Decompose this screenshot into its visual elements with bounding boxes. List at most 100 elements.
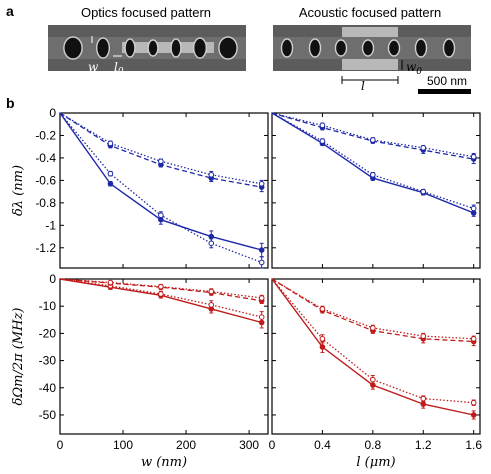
plot-frame xyxy=(271,278,481,435)
optics-pattern-title: Optics focused pattern xyxy=(81,5,211,20)
data-point xyxy=(420,145,427,151)
series-1 xyxy=(271,112,477,213)
sem-hole xyxy=(192,37,207,59)
y-tick-label: -0.8 xyxy=(35,196,56,210)
y-tick-label: 0 xyxy=(49,272,56,286)
series-0 xyxy=(59,112,265,258)
data-point xyxy=(258,314,265,320)
y-tick-label: -30 xyxy=(39,354,57,368)
x-axis-label: l (μm) xyxy=(356,455,395,470)
plot-frame xyxy=(59,278,269,435)
chart-top-right xyxy=(271,112,481,269)
w0-label: w0 xyxy=(406,60,422,77)
y-tick-label: -40 xyxy=(39,381,57,395)
data-point xyxy=(158,283,164,290)
y-tick-label: -10 xyxy=(39,299,57,313)
data-point xyxy=(208,240,215,247)
w-label: w xyxy=(88,60,99,74)
data-point xyxy=(370,325,376,331)
series-1 xyxy=(59,112,265,269)
y-tick-label: -20 xyxy=(39,326,57,340)
data-point xyxy=(208,302,215,308)
charts-group: 0 -0.2 -0.4 -0.6 -0.8 -1 -1.2 δλ (nm) 0 -10 -20 -30… xyxy=(11,106,482,470)
series-2 xyxy=(271,278,477,347)
x-tick-label: 1.2 xyxy=(415,438,432,452)
sem-hole xyxy=(147,39,159,57)
y-tick-label: 0 xyxy=(49,106,56,120)
sem-hole xyxy=(218,36,238,60)
y-tick-label: -0.2 xyxy=(35,128,56,142)
data-point xyxy=(258,295,265,301)
x-tick-label: 0 xyxy=(269,438,276,452)
l0-label: l0 xyxy=(114,60,124,77)
data-point xyxy=(258,180,265,187)
series-line xyxy=(271,112,474,210)
data-point xyxy=(470,399,477,406)
acoustic-sem-image xyxy=(273,25,471,84)
series-line xyxy=(59,112,262,188)
series-0 xyxy=(271,278,477,420)
l-label: l xyxy=(361,79,365,93)
series-1 xyxy=(59,278,265,324)
data-point xyxy=(107,180,114,187)
data-point xyxy=(158,212,164,219)
acoustic-defect-bottom xyxy=(342,59,398,70)
y-tick-label: -1.2 xyxy=(35,241,56,255)
sem-hole xyxy=(124,38,136,58)
data-point xyxy=(107,140,114,147)
scale-bar-label: 500 nm xyxy=(427,74,467,88)
sem-hole xyxy=(387,39,401,57)
series-line xyxy=(271,278,474,416)
series-line xyxy=(59,278,262,302)
x-tick-label: 200 xyxy=(176,438,196,452)
data-point xyxy=(319,306,326,312)
sem-hole xyxy=(442,38,456,58)
series-3 xyxy=(59,278,265,302)
data-point xyxy=(258,247,265,253)
sem-hole xyxy=(308,38,322,58)
series-0 xyxy=(271,112,477,217)
y-axis-label: δλ (nm) xyxy=(11,165,26,216)
chart-bottom-left: 0 -10 -20 -30 -40 -50 0 100 200 300 δΩm/2π (MHz) w … xyxy=(11,272,269,470)
scale-bar xyxy=(418,89,471,94)
chart-bottom-right: 0 0.4 0.8 1.2 1.6 l (μm) xyxy=(269,278,482,470)
data-point xyxy=(370,137,376,143)
series-line xyxy=(59,112,262,264)
data-point xyxy=(319,122,326,129)
series-2 xyxy=(59,112,265,193)
data-point xyxy=(208,171,215,178)
sem-hole xyxy=(414,38,428,58)
series-line xyxy=(271,112,474,160)
x-axis-label: w (nm) xyxy=(141,455,187,470)
series-3 xyxy=(271,278,477,343)
series-line xyxy=(271,278,474,404)
plot-frame xyxy=(59,112,269,269)
x-tick-label: 0 xyxy=(57,438,64,452)
series-3 xyxy=(271,112,477,161)
series-3 xyxy=(59,112,265,188)
sem-hole xyxy=(95,37,110,59)
series-line xyxy=(271,112,474,158)
x-tick-label: 1.6 xyxy=(465,438,482,452)
y-tick-label: -50 xyxy=(39,408,57,422)
data-point xyxy=(319,344,326,350)
x-tick-label: 0.4 xyxy=(314,438,331,452)
data-point xyxy=(420,188,427,195)
optics-defect-bar xyxy=(122,42,214,53)
optics-sem-image xyxy=(48,25,246,71)
y-tick-label: -1 xyxy=(45,218,56,232)
x-tick-label: 300 xyxy=(239,438,259,452)
data-point xyxy=(107,170,114,177)
data-point xyxy=(420,333,427,339)
data-point xyxy=(158,291,164,297)
data-point xyxy=(420,395,427,402)
data-point xyxy=(370,171,376,178)
data-point xyxy=(319,336,326,342)
data-point xyxy=(208,288,215,295)
plot-frame xyxy=(271,112,481,269)
y-tick-label: -0.6 xyxy=(35,173,56,187)
data-point xyxy=(470,154,477,160)
series-line xyxy=(59,278,262,299)
data-point xyxy=(470,412,477,418)
